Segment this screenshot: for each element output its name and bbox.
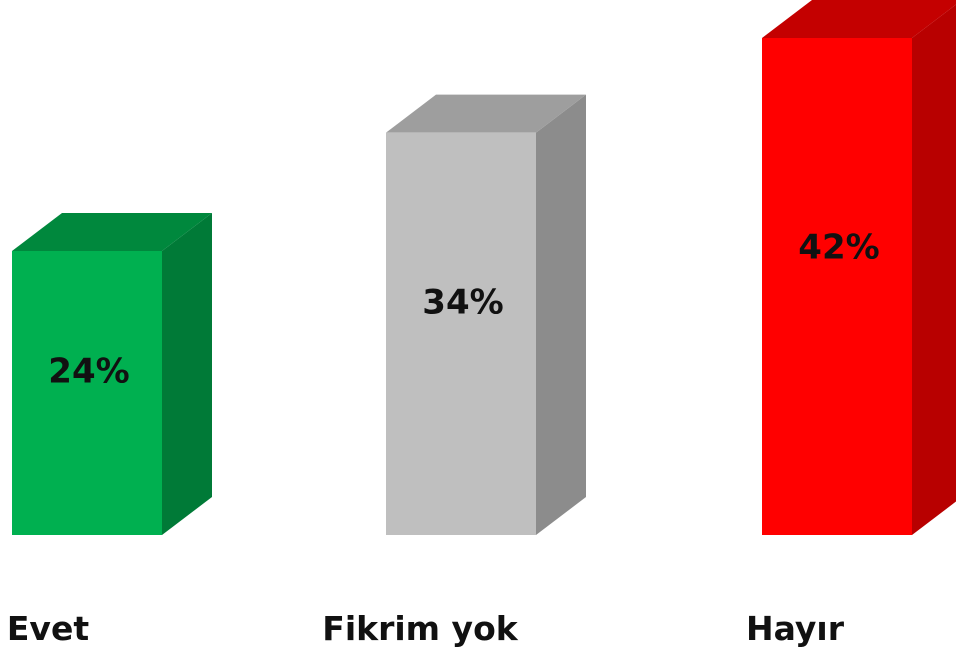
category-label: Hayır xyxy=(746,609,845,648)
bar-front-face xyxy=(386,132,536,535)
category-label: Evet xyxy=(7,609,89,648)
category-label: Fikrim yok xyxy=(322,609,518,648)
bar-side-face xyxy=(536,94,586,536)
bar-value-label: 34% xyxy=(422,283,503,323)
bar-side-face xyxy=(912,4,956,535)
bar-front-face xyxy=(762,38,912,535)
bar-value-label: 42% xyxy=(798,228,879,268)
bar-side-face xyxy=(162,213,212,535)
bar-3: 42% xyxy=(762,0,956,535)
bar-top-face xyxy=(762,0,956,38)
bar-2: 34% xyxy=(386,94,586,536)
bar-top-face xyxy=(12,213,212,251)
bar-value-label: 24% xyxy=(48,351,129,391)
bar-top-face xyxy=(386,94,586,133)
bar-front-face xyxy=(12,251,162,535)
bar-1: 24% xyxy=(12,213,212,535)
